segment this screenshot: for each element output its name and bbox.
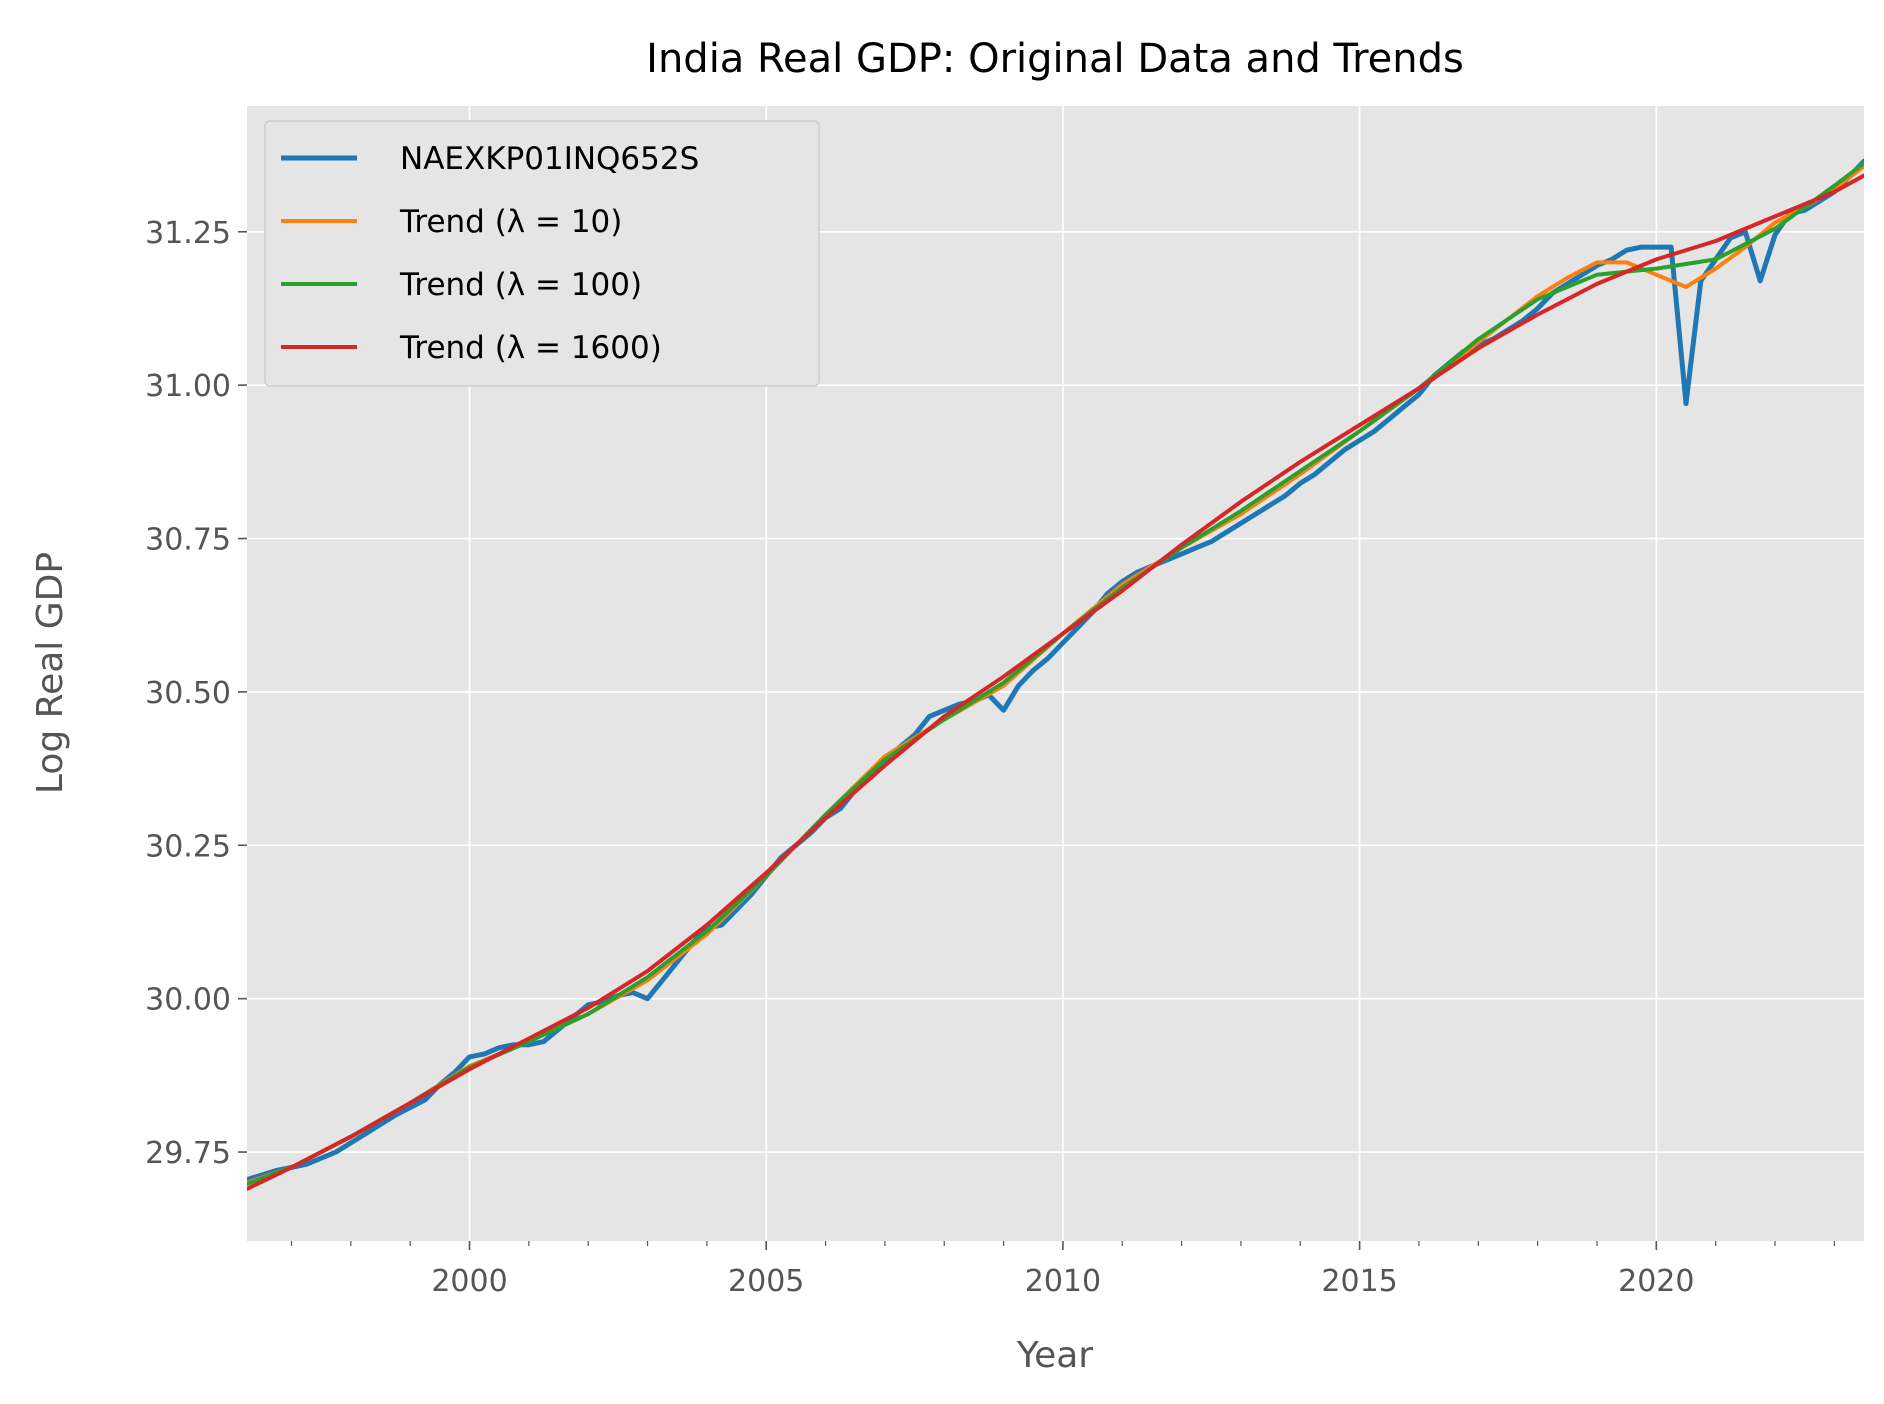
legend-label: Trend (λ = 100) [399, 267, 642, 303]
y-tick-label: 29.75 [145, 1136, 231, 1171]
y-tick-label: 30.50 [145, 676, 231, 711]
chart-title: India Real GDP: Original Data and Trends [646, 36, 1464, 82]
legend-box [264, 120, 820, 387]
legend-label: Trend (λ = 1600) [399, 330, 662, 366]
x-tick-label: 2020 [1618, 1264, 1694, 1299]
y-axis: 29.75 30.00 30.25 30.50 30.75 31.00 31.25 [145, 216, 247, 1171]
y-tick-label: 30.00 [145, 983, 231, 1018]
series-lines [247, 158, 1864, 1191]
x-tick-label: 2015 [1321, 1264, 1397, 1299]
grid-lines [247, 106, 1864, 1241]
x-tick-label: 2010 [1025, 1264, 1101, 1299]
legend-label: Trend (λ = 10) [399, 204, 622, 240]
y-tick-label: 30.75 [145, 523, 231, 558]
y-tick-label: 31.00 [145, 369, 231, 404]
legend: NAEXKP01INQ652S Trend (λ = 10) Trend (λ = … [264, 120, 820, 387]
series-line-3 [247, 173, 1864, 1191]
x-tick-label: 2005 [728, 1264, 804, 1299]
x-tick-label: 2000 [431, 1264, 507, 1299]
x-axis-label: Year [1016, 1335, 1093, 1376]
y-axis-label: Log Real GDP [30, 552, 71, 794]
y-tick-label: 30.25 [145, 829, 231, 864]
x-axis: 2000 2005 2010 2015 2020 [290, 1241, 1835, 1299]
legend-label: NAEXKP01INQ652S [400, 141, 699, 177]
y-tick-label: 31.25 [145, 216, 231, 251]
